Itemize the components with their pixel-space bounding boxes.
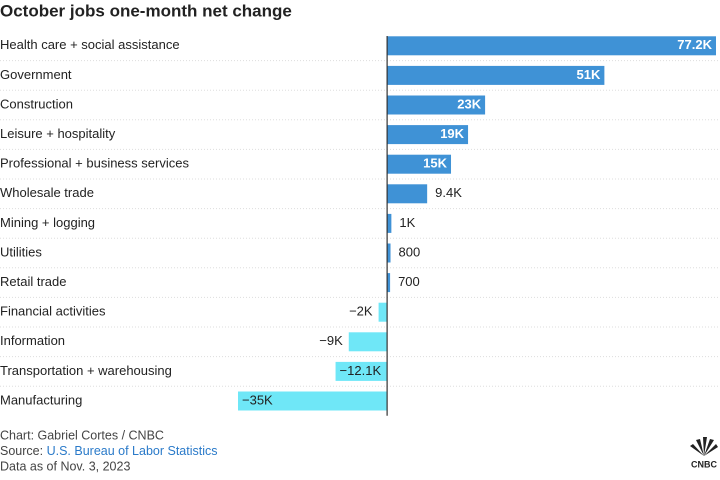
bar — [387, 184, 428, 204]
category-label: Financial activities — [0, 304, 106, 319]
bar — [348, 332, 388, 352]
bar — [387, 95, 486, 115]
category-label: Government — [0, 67, 72, 82]
bar — [238, 391, 388, 411]
bar — [387, 273, 391, 293]
chart-title: October jobs one-month net change — [0, 1, 292, 20]
bar — [335, 361, 388, 381]
value-label: 51K — [577, 67, 601, 82]
credit: Chart: Gabriel Cortes / CNBC — [0, 428, 164, 442]
value-label: 700 — [398, 274, 420, 289]
category-label: Transportation + warehousing — [0, 363, 172, 378]
bar — [387, 154, 452, 174]
logo-mark — [690, 437, 718, 456]
bar — [378, 302, 388, 322]
value-label: 1K — [399, 215, 415, 230]
category-label: Manufacturing — [0, 392, 82, 407]
bar — [387, 125, 469, 145]
value-label: 15K — [423, 156, 447, 171]
value-label: −12.1K — [340, 363, 382, 378]
value-label: −9K — [319, 333, 343, 348]
source-link[interactable]: U.S. Bureau of Labor Statistics — [47, 444, 218, 458]
category-label: Information — [0, 333, 65, 348]
value-label: 9.4K — [435, 185, 462, 200]
value-label: −35K — [242, 392, 273, 407]
category-label: Retail trade — [0, 274, 66, 289]
date-note: Data as of Nov. 3, 2023 — [0, 459, 130, 473]
value-label: 77.2K — [677, 37, 712, 52]
logo: CNBC — [690, 437, 718, 469]
logo-text: CNBC — [691, 459, 717, 469]
source: Source: U.S. Bureau of Labor Statistics — [0, 444, 218, 458]
source-label: Source: — [0, 444, 43, 458]
bar — [387, 213, 392, 233]
value-label: −2K — [349, 304, 373, 319]
category-label: Utilities — [0, 244, 42, 259]
value-label: 23K — [457, 96, 481, 111]
category-label: Health care + social assistance — [0, 37, 180, 52]
value-label: 800 — [399, 244, 421, 259]
category-label: Wholesale trade — [0, 185, 94, 200]
bar — [387, 36, 716, 56]
value-label: 19K — [440, 126, 464, 141]
category-label: Mining + logging — [0, 215, 95, 230]
bar — [387, 65, 605, 85]
category-label: Professional + business services — [0, 156, 189, 171]
category-label: Construction — [0, 96, 73, 111]
bar — [387, 243, 391, 263]
category-label: Leisure + hospitality — [0, 126, 116, 141]
